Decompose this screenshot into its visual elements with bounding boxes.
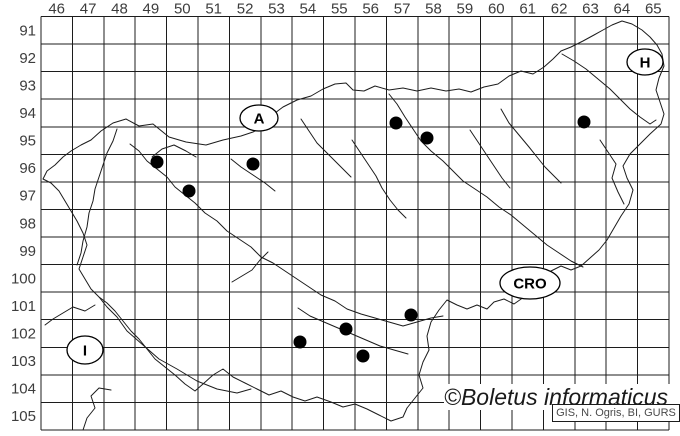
grid-column-label: 61 [519, 1, 536, 18]
river-line [599, 139, 625, 205]
grid-column-label: 47 [80, 1, 97, 18]
grid-column-label: 54 [300, 1, 317, 18]
grid-row-label: 97 [19, 188, 36, 205]
grid-column-label: 63 [582, 1, 599, 18]
credits-source-text: GIS, N. Ogris, BI, GURS [552, 404, 680, 422]
river-line [388, 93, 584, 268]
grid-row-label: 98 [19, 215, 36, 232]
occurrence-dot [356, 349, 370, 363]
grid-column-label: 46 [48, 1, 65, 18]
occurrence-dot [404, 308, 418, 322]
grid-row-label: 94 [19, 105, 36, 122]
river-line [44, 304, 96, 326]
river-line [500, 108, 562, 184]
occurrence-dot [577, 115, 591, 129]
occurrence-dot [293, 335, 307, 349]
country-label-text: CRO [513, 276, 547, 293]
country-label-ellipse [499, 266, 561, 300]
occurrence-dot [182, 184, 196, 198]
river-line [82, 387, 112, 431]
grid-column-label: 62 [551, 1, 568, 18]
grid-column-label: 52 [237, 1, 254, 18]
river-line [561, 53, 657, 125]
river-line [300, 118, 352, 178]
grid-column-label: 60 [488, 1, 505, 18]
grid-row-label: 103 [11, 353, 36, 370]
grid-column-label: 48 [111, 1, 128, 18]
grid-row-label: 91 [19, 22, 36, 39]
grid-row-label: 93 [19, 77, 36, 94]
grid-row-label: 101 [11, 298, 36, 315]
grid-column-label: 51 [205, 1, 222, 18]
grid-row-label: 102 [11, 326, 36, 343]
grid-row-label: 104 [11, 381, 36, 398]
river-line [76, 128, 118, 266]
country-label-text: I [83, 343, 87, 360]
grid-row-label: 100 [11, 270, 36, 287]
grid-row-label: 92 [19, 50, 36, 67]
grid-column-label: 50 [174, 1, 191, 18]
grid-row-label: 99 [19, 243, 36, 260]
river-line [231, 251, 269, 283]
country-label-text: H [640, 55, 651, 72]
grid-row-label: 95 [19, 133, 36, 150]
country-label-ellipse [239, 104, 279, 132]
river-line [151, 144, 197, 158]
river-line [351, 139, 407, 219]
river-line [98, 296, 252, 394]
grid-column-label: 59 [457, 1, 474, 18]
river-line [230, 158, 276, 192]
grid-row-label: 105 [11, 408, 36, 425]
grid-column-label: 64 [614, 1, 631, 18]
occurrence-dot [339, 322, 353, 336]
grid-column-label: 57 [394, 1, 411, 18]
grid-column-label: 65 [645, 1, 662, 18]
country-label-ellipse [66, 335, 104, 365]
copyright-text: ©Boletus informaticus [444, 384, 676, 410]
river-line [469, 129, 511, 189]
grid-column-label: 53 [268, 1, 285, 18]
country-label-text: A [254, 111, 265, 128]
occurrence-dot [420, 131, 434, 145]
country-border-outline [42, 20, 665, 422]
grid-row-label: 96 [19, 160, 36, 177]
occurrence-dot [246, 157, 260, 171]
river-line [297, 307, 409, 355]
occurrence-dot [150, 155, 164, 169]
grid-column-label: 55 [331, 1, 348, 18]
country-label-ellipse [626, 48, 664, 76]
grid-column-label: 56 [362, 1, 379, 18]
grid-column-label: 58 [425, 1, 442, 18]
grid-column-label: 49 [143, 1, 160, 18]
river-line [129, 143, 444, 327]
occurrence-dot [389, 116, 403, 130]
